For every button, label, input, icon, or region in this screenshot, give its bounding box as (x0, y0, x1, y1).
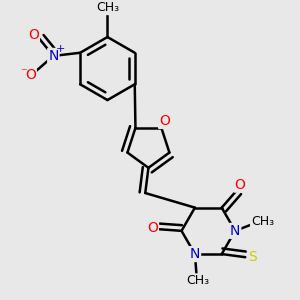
Text: O: O (28, 28, 39, 42)
Text: O: O (147, 221, 158, 235)
Text: S: S (248, 250, 257, 264)
Text: N: N (190, 247, 200, 261)
Text: O: O (25, 68, 36, 82)
Text: O: O (235, 178, 245, 192)
Text: CH₃: CH₃ (96, 1, 119, 14)
Text: O: O (159, 114, 170, 128)
Text: N: N (230, 224, 240, 238)
Text: CH₃: CH₃ (187, 274, 210, 287)
Text: ⁻: ⁻ (20, 66, 27, 79)
Text: CH₃: CH₃ (251, 215, 274, 228)
Text: N: N (48, 49, 59, 63)
Text: +: + (56, 44, 65, 54)
